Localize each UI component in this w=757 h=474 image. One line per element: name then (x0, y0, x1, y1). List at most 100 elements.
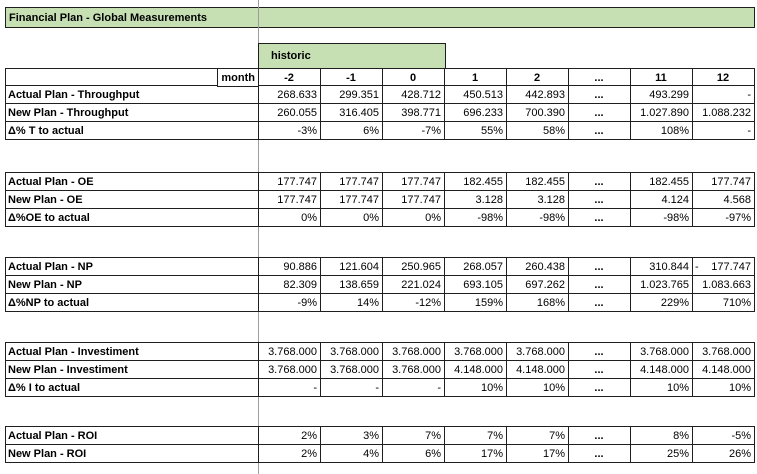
sheet-title-cell[interactable]: Financial Plan - Global Measurements (5, 7, 755, 28)
table-cell[interactable]: 177.747 (320, 172, 383, 191)
table-cell[interactable]: 55% (444, 121, 507, 140)
table-cell[interactable]: 121.604 (320, 257, 383, 276)
table-cell[interactable]: 177.747 (258, 172, 321, 191)
table-cell[interactable]: - (382, 378, 445, 397)
table-cell[interactable]: 10% (444, 378, 507, 397)
table-cell[interactable]: -98% (444, 208, 507, 227)
table-cell[interactable]: 6% (320, 121, 383, 140)
table-cell[interactable]: 7% (382, 426, 445, 445)
table-cell[interactable]: 1.083.663 (692, 275, 755, 294)
table-cell[interactable]: 697.262 (506, 275, 569, 294)
table-cell[interactable]: -177.747 (692, 257, 755, 276)
ellipsis-cell[interactable]: ... (568, 342, 631, 361)
ellipsis-cell[interactable]: ... (568, 426, 631, 445)
table-cell[interactable]: 3.768.000 (506, 342, 569, 361)
table-cell[interactable]: - (258, 378, 321, 397)
historic-group-header-cell[interactable]: historic (258, 43, 446, 69)
table-cell[interactable]: - (320, 378, 383, 397)
table-cell[interactable]: 25% (630, 444, 693, 463)
column-header-cell[interactable]: 12 (692, 68, 755, 87)
table-cell[interactable]: 3.768.000 (630, 342, 693, 361)
table-cell[interactable]: 177.747 (258, 190, 321, 209)
table-cell[interactable]: 3.768.000 (258, 342, 321, 361)
table-cell[interactable]: 6% (382, 444, 445, 463)
table-cell[interactable]: 250.965 (382, 257, 445, 276)
table-cell[interactable]: 82.309 (258, 275, 321, 294)
ellipsis-cell[interactable]: ... (568, 85, 631, 104)
table-cell[interactable]: 4.568 (692, 190, 755, 209)
ellipsis-cell[interactable]: ... (568, 121, 631, 140)
ellipsis-cell[interactable]: ... (568, 190, 631, 209)
table-cell[interactable]: 3.768.000 (382, 342, 445, 361)
ellipsis-cell[interactable]: ... (568, 275, 631, 294)
row-label-cell[interactable]: Δ% T to actual (5, 121, 259, 140)
row-label-cell[interactable]: Actual Plan - Throughput (5, 85, 259, 104)
table-cell[interactable]: 182.455 (444, 172, 507, 191)
table-cell[interactable]: 3.128 (444, 190, 507, 209)
table-cell[interactable]: 1.027.890 (630, 103, 693, 122)
table-cell[interactable]: 3.768.000 (692, 342, 755, 361)
table-cell[interactable]: 108% (630, 121, 693, 140)
table-cell[interactable]: 442.893 (506, 85, 569, 104)
table-cell[interactable]: 17% (444, 444, 507, 463)
table-cell[interactable]: 168% (506, 293, 569, 312)
table-cell[interactable]: 177.747 (320, 190, 383, 209)
table-cell[interactable]: 2% (258, 426, 321, 445)
row-label-cell[interactable]: Δ% I to actual (5, 378, 259, 397)
table-cell[interactable]: 138.659 (320, 275, 383, 294)
table-cell[interactable]: 177.747 (692, 172, 755, 191)
table-cell[interactable]: 1.023.765 (630, 275, 693, 294)
table-cell[interactable]: 182.455 (630, 172, 693, 191)
ellipsis-cell[interactable]: ... (568, 257, 631, 276)
column-header-cell[interactable]: 0 (382, 68, 445, 87)
row-label-cell[interactable]: Δ%NP to actual (5, 293, 259, 312)
ellipsis-cell[interactable]: ... (568, 378, 631, 397)
table-cell[interactable]: 3.768.000 (258, 360, 321, 379)
table-cell[interactable]: 90.886 (258, 257, 321, 276)
table-cell[interactable]: 4.124 (630, 190, 693, 209)
table-cell[interactable]: 3% (320, 426, 383, 445)
table-cell[interactable]: -9% (258, 293, 321, 312)
table-cell[interactable]: 450.513 (444, 85, 507, 104)
table-cell[interactable]: 299.351 (320, 85, 383, 104)
table-cell[interactable]: 4.148.000 (506, 360, 569, 379)
row-label-cell[interactable]: Actual Plan - Investiment (5, 342, 259, 361)
table-cell[interactable]: 710% (692, 293, 755, 312)
table-cell[interactable]: 260.438 (506, 257, 569, 276)
ellipsis-cell[interactable]: ... (568, 360, 631, 379)
table-cell[interactable]: 398.771 (382, 103, 445, 122)
table-cell[interactable]: 0% (320, 208, 383, 227)
table-cell[interactable]: 3.768.000 (320, 342, 383, 361)
ellipsis-cell[interactable]: ... (568, 444, 631, 463)
column-header-cell[interactable]: 2 (506, 68, 569, 87)
table-cell[interactable]: 4.148.000 (630, 360, 693, 379)
column-header-cell[interactable]: 11 (630, 68, 693, 87)
table-cell[interactable]: 260.055 (258, 103, 321, 122)
table-cell[interactable]: 177.747 (382, 190, 445, 209)
table-cell[interactable]: 316.405 (320, 103, 383, 122)
table-cell[interactable]: 268.633 (258, 85, 321, 104)
table-cell[interactable]: 8% (630, 426, 693, 445)
table-cell[interactable]: 3.768.000 (382, 360, 445, 379)
ellipsis-cell[interactable]: ... (568, 208, 631, 227)
table-cell[interactable]: 700.390 (506, 103, 569, 122)
table-cell[interactable]: 3.768.000 (444, 342, 507, 361)
table-cell[interactable]: 4.148.000 (444, 360, 507, 379)
column-header-cell[interactable]: -1 (320, 68, 383, 87)
table-cell[interactable]: 693.105 (444, 275, 507, 294)
table-cell[interactable]: -3% (258, 121, 321, 140)
table-cell[interactable]: 10% (692, 378, 755, 397)
table-cell[interactable]: 1.088.232 (692, 103, 755, 122)
row-label-cell[interactable]: New Plan - Throughput (5, 103, 259, 122)
table-cell[interactable]: 58% (506, 121, 569, 140)
table-cell[interactable]: 3.128 (506, 190, 569, 209)
table-cell[interactable]: 14% (320, 293, 383, 312)
row-label-cell[interactable]: New Plan - Investiment (5, 360, 259, 379)
table-cell[interactable]: 10% (506, 378, 569, 397)
row-label-cell[interactable]: Actual Plan - ROI (5, 426, 259, 445)
table-cell[interactable]: 493.299 (630, 85, 693, 104)
column-header-cell[interactable]: -2 (258, 68, 321, 87)
table-cell[interactable]: 159% (444, 293, 507, 312)
table-cell[interactable]: 17% (506, 444, 569, 463)
ellipsis-cell[interactable]: ... (568, 293, 631, 312)
